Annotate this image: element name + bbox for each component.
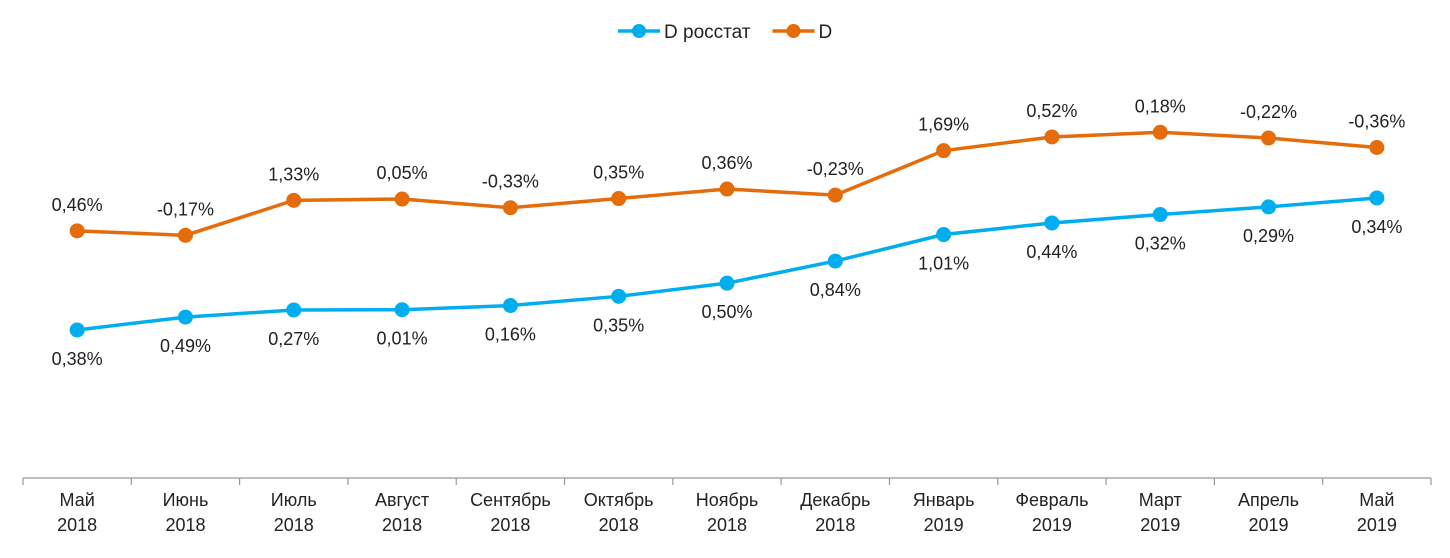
data-point (827, 253, 843, 269)
data-label: 0,35% (593, 163, 644, 183)
x-tick-label-month: Январь (913, 490, 975, 510)
data-label: 0,84% (810, 280, 861, 300)
data-point (502, 200, 518, 216)
legend-label: D росстат (664, 22, 751, 43)
data-point (1044, 215, 1060, 231)
x-tick-label-month: Декабрь (800, 490, 870, 510)
x-tick-label-month: Март (1139, 490, 1182, 510)
x-tick-label-year: 2018 (490, 515, 530, 535)
x-tick-label-year: 2019 (1249, 515, 1289, 535)
data-point (1369, 140, 1385, 156)
series-0: 0,38% 0,49% 0,27% 0,01% 0,16% 0,35% 0,50% 0,84%… (52, 190, 1402, 369)
legend-marker-icon (786, 24, 801, 38)
data-point (1044, 129, 1060, 145)
data-point (1261, 130, 1277, 146)
data-point (719, 275, 735, 291)
data-point (502, 298, 518, 314)
x-tick-label-year: 2019 (1032, 515, 1072, 535)
data-point (394, 191, 410, 207)
x-tick-label-month: Июль (271, 490, 317, 510)
x-tick-label-month: Июнь (163, 490, 209, 510)
data-point (719, 181, 735, 197)
data-label: -0,17% (157, 199, 214, 219)
data-point (611, 191, 627, 207)
x-tick-label-year: 2018 (707, 515, 747, 535)
data-point (827, 187, 843, 203)
data-label: 0,35% (593, 315, 644, 335)
data-label: -0,36% (1348, 112, 1405, 132)
data-label: 0,34% (1351, 217, 1402, 237)
series-1: 0,46% -0,17% 1,33% 0,05% -0,33% 0,35% 0,36% -0,… (52, 96, 1405, 243)
x-tick-label-year: 2018 (599, 515, 639, 535)
data-label: 0,44% (1026, 242, 1077, 262)
x-tick-label-month: Апрель (1238, 490, 1299, 510)
data-point (286, 302, 302, 318)
data-label: 0,16% (485, 325, 536, 345)
data-label: 1,33% (268, 164, 319, 184)
x-tick-label-year: 2019 (924, 515, 964, 535)
x-tick-label-year: 2018 (274, 515, 314, 535)
data-label: 0,29% (1243, 226, 1294, 246)
data-point (177, 309, 193, 325)
data-label: 0,36% (701, 153, 752, 173)
data-label: 0,46% (52, 195, 103, 215)
data-point (1152, 124, 1168, 140)
data-label: -0,23% (807, 159, 864, 179)
series-layer: 0,38% 0,49% 0,27% 0,01% 0,16% 0,35% 0,50% 0,84%… (52, 96, 1406, 369)
x-tick-label-year: 2018 (382, 515, 422, 535)
data-label: 0,01% (377, 329, 428, 349)
x-axis: Май 2018 Июнь 2018 Июль 2018 Август 2018 Сентябр… (22, 477, 1432, 535)
data-point (611, 288, 627, 304)
data-label: 0,52% (1026, 101, 1077, 121)
legend-item-0: D росстат (618, 22, 751, 43)
x-tick-label-month: Октябрь (584, 490, 654, 510)
x-tick-label-year: 2019 (1140, 515, 1180, 535)
x-tick-label-month: Май (1359, 490, 1394, 510)
x-tick-label-month: Сентябрь (470, 490, 551, 510)
x-tick-label-month: Май (60, 490, 95, 510)
x-tick-label-year: 2018 (57, 515, 97, 535)
legend-label: D (818, 22, 832, 43)
data-label: 0,49% (160, 336, 211, 356)
data-label: 1,69% (918, 115, 969, 135)
data-point (1261, 199, 1277, 215)
x-tick-label-year: 2019 (1357, 515, 1397, 535)
x-tick-label-year: 2018 (165, 515, 205, 535)
data-point (1152, 207, 1168, 223)
x-tick-label-month: Август (375, 490, 429, 510)
data-point (936, 143, 952, 159)
data-label: 0,27% (268, 329, 319, 349)
data-label: 0,38% (52, 349, 103, 369)
x-tick-label-year: 2018 (815, 515, 855, 535)
legend-item-1: D (772, 22, 832, 43)
data-label: 0,50% (701, 302, 752, 322)
data-label: 0,32% (1135, 234, 1186, 254)
data-point (177, 227, 193, 243)
data-label: 1,01% (918, 254, 969, 274)
data-point (936, 227, 952, 243)
data-label: -0,33% (482, 172, 539, 192)
data-point (1369, 190, 1385, 206)
data-point (394, 302, 410, 318)
x-tick-label-month: Февраль (1015, 490, 1088, 510)
legend-marker-icon (632, 24, 646, 38)
data-point (286, 192, 302, 208)
data-label: 0,18% (1135, 96, 1186, 116)
legend: D росстат D (618, 22, 832, 43)
data-point (69, 223, 85, 239)
data-label: 0,05% (377, 163, 428, 183)
data-point (69, 322, 85, 338)
data-label: -0,22% (1240, 102, 1297, 122)
x-tick-label-month: Ноябрь (696, 490, 758, 510)
